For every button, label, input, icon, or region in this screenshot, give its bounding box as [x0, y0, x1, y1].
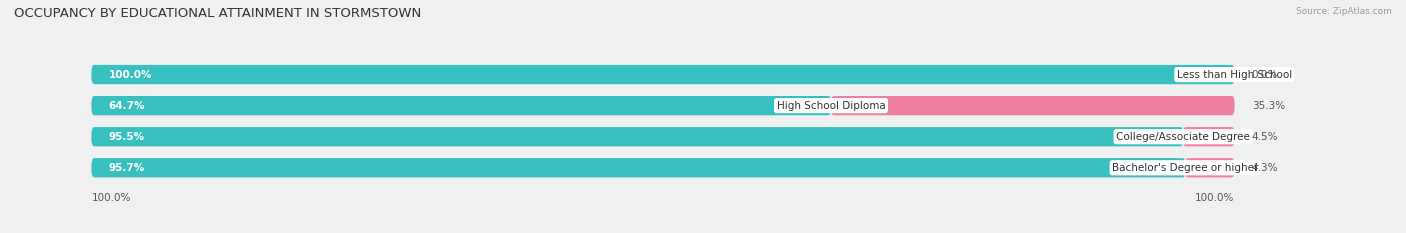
- Text: Less than High School: Less than High School: [1177, 70, 1292, 79]
- Text: College/Associate Degree: College/Associate Degree: [1116, 132, 1250, 142]
- FancyBboxPatch shape: [91, 127, 1182, 146]
- FancyBboxPatch shape: [91, 65, 1234, 84]
- FancyBboxPatch shape: [91, 65, 1234, 84]
- Text: Bachelor's Degree or higher: Bachelor's Degree or higher: [1112, 163, 1258, 173]
- Text: 95.5%: 95.5%: [108, 132, 145, 142]
- Text: 4.3%: 4.3%: [1251, 163, 1278, 173]
- FancyBboxPatch shape: [91, 158, 1185, 177]
- Text: 100.0%: 100.0%: [108, 70, 152, 79]
- FancyBboxPatch shape: [91, 96, 1234, 115]
- FancyBboxPatch shape: [91, 127, 1234, 146]
- Text: 0.0%: 0.0%: [1251, 70, 1278, 79]
- Text: 4.5%: 4.5%: [1251, 132, 1278, 142]
- FancyBboxPatch shape: [91, 158, 1234, 177]
- Text: 95.7%: 95.7%: [108, 163, 145, 173]
- Text: 64.7%: 64.7%: [108, 101, 145, 111]
- Text: High School Diploma: High School Diploma: [776, 101, 886, 111]
- Text: OCCUPANCY BY EDUCATIONAL ATTAINMENT IN STORMSTOWN: OCCUPANCY BY EDUCATIONAL ATTAINMENT IN S…: [14, 7, 422, 20]
- FancyBboxPatch shape: [1182, 127, 1234, 146]
- FancyBboxPatch shape: [831, 96, 1234, 115]
- Text: Source: ZipAtlas.com: Source: ZipAtlas.com: [1296, 7, 1392, 16]
- FancyBboxPatch shape: [1185, 158, 1234, 177]
- Text: 35.3%: 35.3%: [1251, 101, 1285, 111]
- FancyBboxPatch shape: [91, 96, 831, 115]
- Text: 100.0%: 100.0%: [91, 193, 131, 203]
- Text: 100.0%: 100.0%: [1195, 193, 1234, 203]
